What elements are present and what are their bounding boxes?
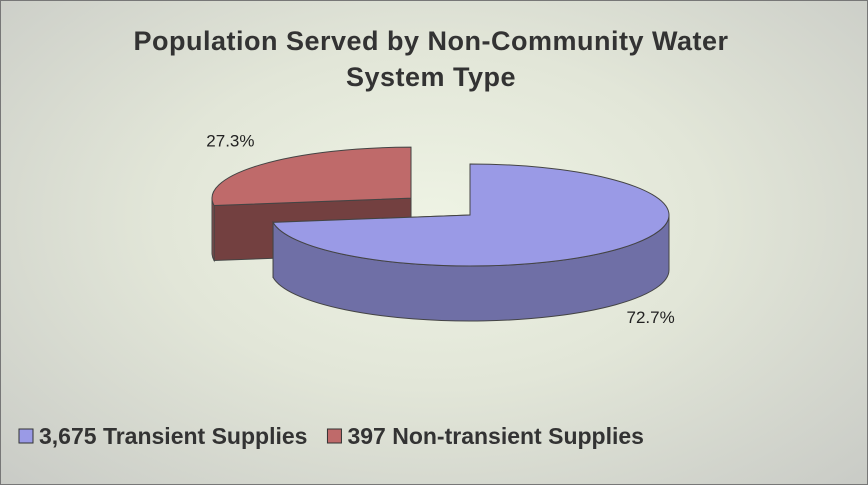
data-label: 27.3%: [206, 131, 254, 150]
data-label: 72.7%: [627, 308, 675, 327]
chart-title: Population Served by Non-Community Water…: [133, 26, 729, 92]
slice-side: [211, 198, 215, 263]
legend-label: 3,675 Transient Supplies: [39, 423, 307, 449]
legend-label: 397 Non-transient Supplies: [347, 423, 644, 449]
slice: [272, 163, 670, 267]
legend-swatch: [18, 428, 34, 444]
legend-swatch: [326, 428, 342, 444]
slice: [211, 146, 412, 207]
